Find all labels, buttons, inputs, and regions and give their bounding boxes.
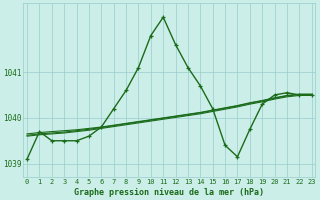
X-axis label: Graphe pression niveau de la mer (hPa): Graphe pression niveau de la mer (hPa) [74, 188, 264, 197]
